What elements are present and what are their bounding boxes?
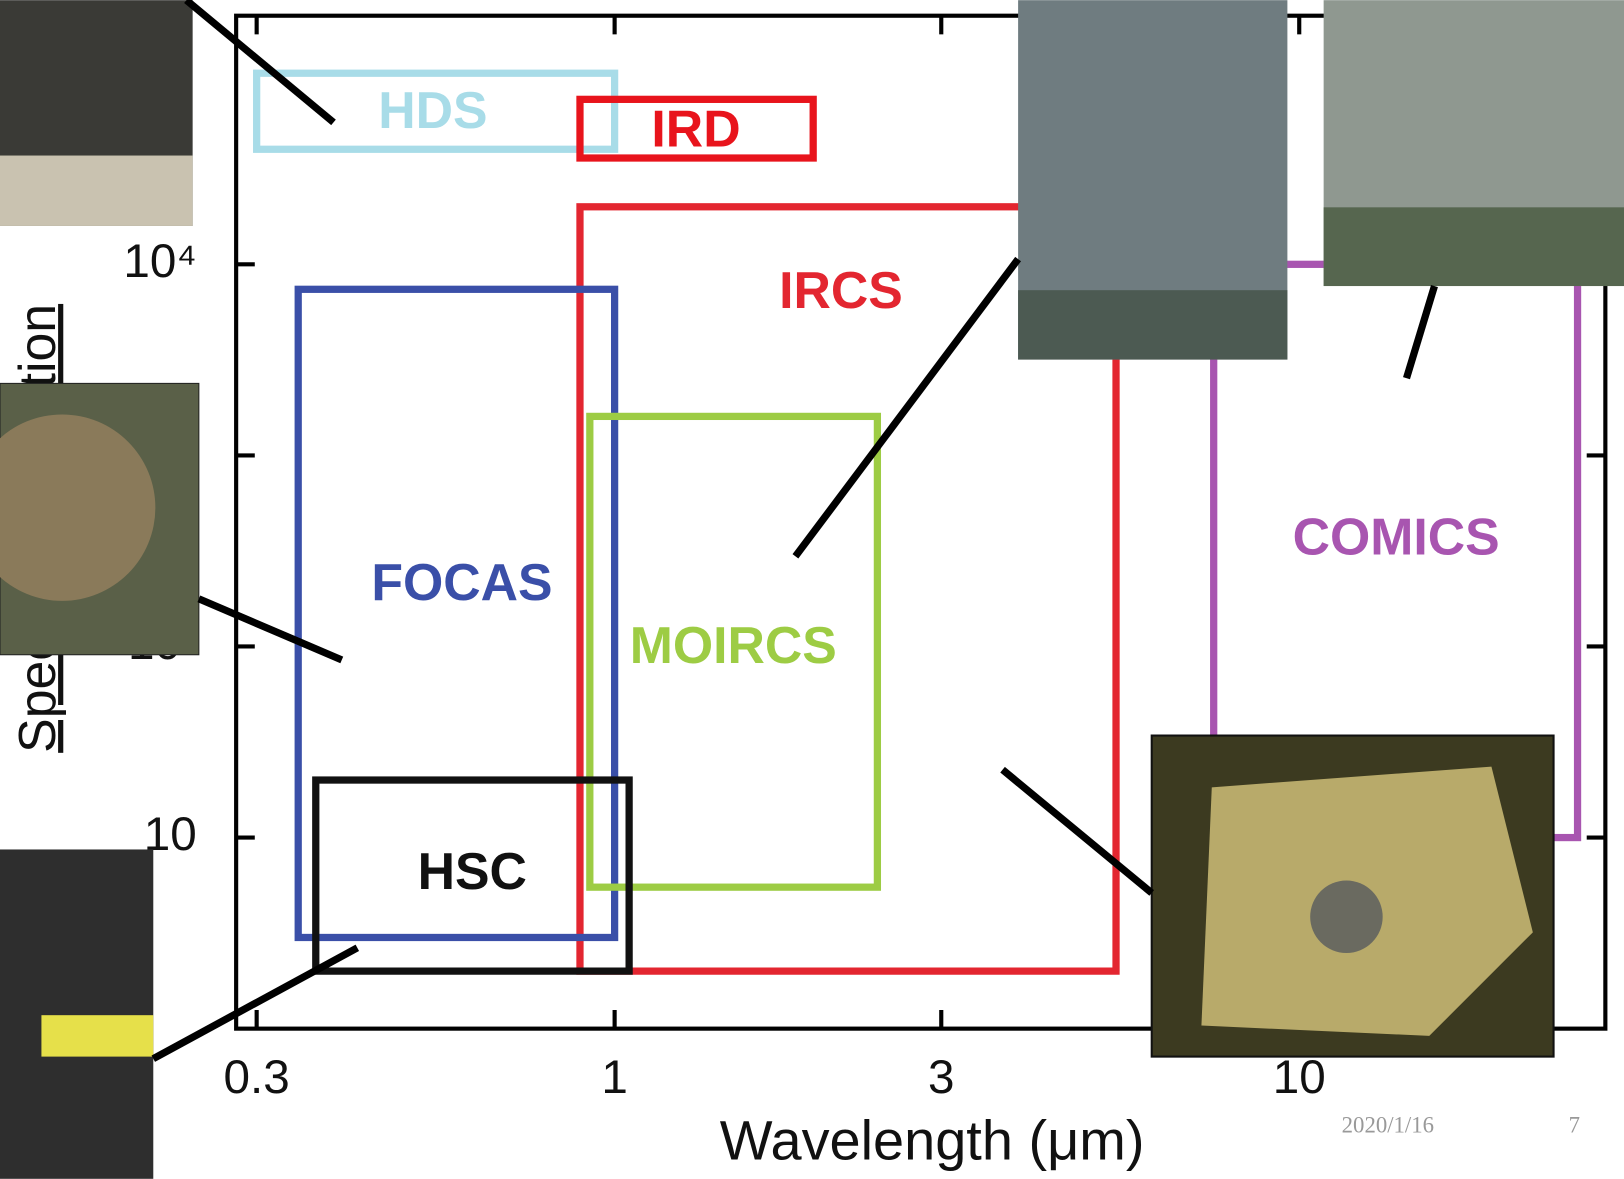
series-label: IRCS: [779, 261, 903, 319]
photo: [1324, 207, 1624, 286]
photo: [0, 156, 193, 226]
x-tick-label: 0.3: [224, 1051, 290, 1104]
footer-date: 2020/1/16: [1342, 1112, 1434, 1137]
leader-line: [1407, 286, 1435, 378]
x-tick-label: 3: [928, 1051, 955, 1104]
series-label: HDS: [378, 81, 487, 139]
page-number: 7: [1569, 1112, 1580, 1137]
leader-line: [153, 948, 357, 1059]
series-label: IRD: [651, 99, 740, 157]
leader-line: [1003, 770, 1152, 893]
x-axis-label: Wavelength (μm): [720, 1108, 1145, 1171]
series-label: COMICS: [1293, 507, 1500, 565]
y-tick-label: 10⁴: [123, 235, 196, 288]
series-label: MOIRCS: [630, 616, 837, 674]
photo: [41, 1015, 153, 1056]
x-tick-label: 1: [601, 1051, 627, 1104]
series-label: HSC: [418, 842, 527, 900]
photo: [1018, 290, 1287, 359]
series-label: FOCAS: [371, 553, 552, 611]
leader-line: [199, 599, 342, 660]
photo: [1310, 881, 1383, 954]
range-box: [298, 289, 614, 937]
photos: [0, 0, 1624, 1179]
photo: [0, 849, 153, 1178]
x-tick-label: 10: [1273, 1051, 1326, 1104]
chart: HDSIRDIRCSFOCASMOIRCSHSCCOMICS0.31310101…: [0, 0, 1624, 1179]
